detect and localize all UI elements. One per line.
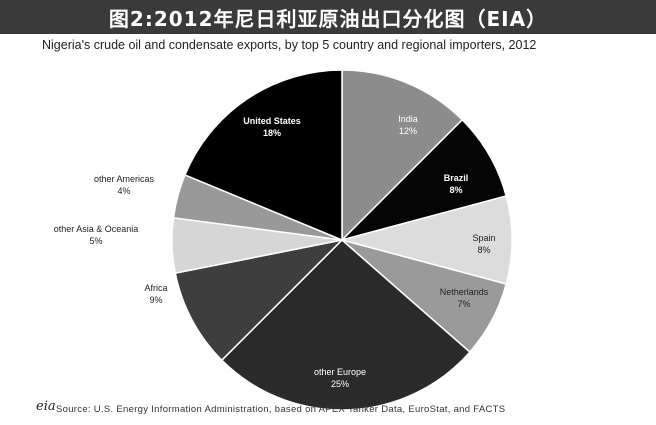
slice-value-brazil: 8% — [449, 185, 462, 195]
eia-logo: eia — [36, 399, 56, 414]
slice-value-other-europe: 25% — [331, 379, 349, 389]
slice-label-spain: Spain — [472, 233, 495, 243]
chart-title: Nigeria's crude oil and condensate expor… — [42, 38, 537, 52]
source-note: Source: U.S. Energy Information Administ… — [56, 404, 506, 415]
pie-slice-india — [341, 69, 464, 242]
slice-label-other-europe: other Europe — [314, 367, 366, 377]
slice-label-other-asia-oceania: other Asia & Oceania — [54, 224, 139, 234]
slice-value-africa: 9% — [149, 295, 162, 305]
banner-title: 图2:2012年尼日利亚原油出口分化图（EIA） — [0, 0, 656, 34]
pie-slice-other-europe — [220, 238, 471, 411]
slice-label-africa: Africa — [144, 283, 167, 293]
slice-value-india: 12% — [399, 126, 417, 136]
pie-slice-brazil — [339, 118, 508, 242]
slice-value-netherlands: 7% — [457, 299, 470, 309]
slice-value-united-states: 18% — [263, 128, 281, 138]
slice-label-united-states: United States — [243, 116, 301, 126]
pie-slice-africa — [174, 238, 345, 362]
slice-label-brazil: Brazil — [444, 173, 469, 183]
slice-label-netherlands: Netherlands — [440, 287, 489, 297]
slice-value-other-americas: 4% — [117, 186, 130, 196]
slice-label-other-americas: other Americas — [94, 174, 155, 184]
slice-value-spain: 8% — [477, 245, 490, 255]
pie-slice-united-states — [183, 69, 343, 242]
slice-label-india: India — [398, 114, 418, 124]
slice-value-other-asia-oceania: 5% — [89, 236, 102, 246]
pie-slice-spain — [339, 195, 513, 285]
